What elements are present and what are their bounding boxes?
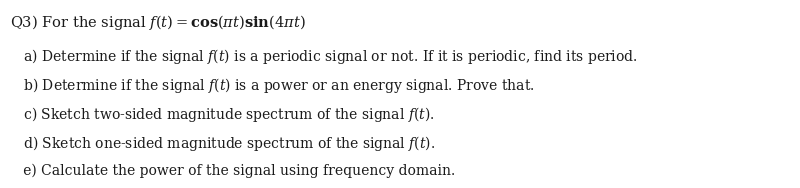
Text: a) Determine if the signal $f(t)$ is a periodic signal or not. If it is periodic: a) Determine if the signal $f(t)$ is a p…: [10, 47, 638, 66]
Text: c) Sketch two-sided magnitude spectrum of the signal $f(t)$.: c) Sketch two-sided magnitude spectrum o…: [10, 105, 434, 124]
Text: b) Determine if the signal $f(t)$ is a power or an energy signal. Prove that.: b) Determine if the signal $f(t)$ is a p…: [10, 76, 534, 95]
Text: e) Calculate the power of the signal using frequency domain.: e) Calculate the power of the signal usi…: [10, 164, 455, 178]
Text: Q3) For the signal $f(t) = \mathbf{cos}(\pi t)\mathbf{sin}(4\pi t)$: Q3) For the signal $f(t) = \mathbf{cos}(…: [10, 13, 306, 32]
Text: d) Sketch one-sided magnitude spectrum of the signal $f(t)$.: d) Sketch one-sided magnitude spectrum o…: [10, 134, 435, 153]
